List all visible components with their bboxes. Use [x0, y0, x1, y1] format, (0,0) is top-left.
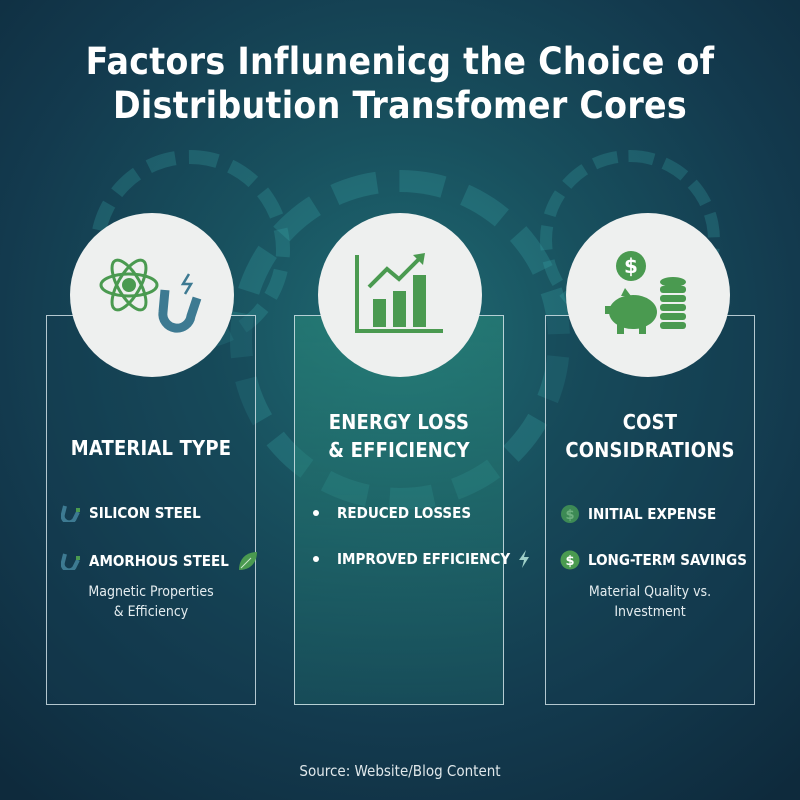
- magnet-icon: [158, 273, 202, 333]
- dollar-coin-icon: $: [616, 251, 646, 281]
- icon-circle: [318, 213, 482, 377]
- svg-text:$: $: [565, 554, 574, 569]
- icon-circle: [70, 213, 234, 377]
- list-item: SILICON STEEL: [61, 504, 201, 522]
- savings-icon: $: [605, 251, 686, 334]
- page-title: Factors Influnenicg the Choice of Distri…: [85, 40, 715, 127]
- card-heading: COST CONSIDRATIONS: [565, 410, 735, 462]
- card-heading: MATERIAL TYPE: [70, 436, 232, 460]
- dollar-coin-icon: $: [561, 505, 579, 523]
- bar-chart-growth-icon: [355, 253, 443, 333]
- lightning-icon: [519, 550, 530, 568]
- piggy-bank-icon: [605, 288, 657, 334]
- magnet-icon: [61, 553, 80, 570]
- card-cost-considerations: COST CONSIDRATIONS $ INITIAL EXPENSE $ L…: [545, 315, 755, 705]
- svg-text:$: $: [624, 254, 638, 278]
- atom-icon: [99, 258, 159, 312]
- card-material-type: MATERIAL TYPE SILICON STEEL AMORHOUS STE…: [46, 315, 259, 705]
- svg-text:$: $: [565, 508, 574, 523]
- list-item: IMPROVED EFFICIENCY: [309, 550, 530, 568]
- leaf-icon: [238, 552, 257, 570]
- icon-circle: $: [566, 213, 730, 377]
- list-item: $ LONG-TERM SAVINGS: [560, 550, 747, 570]
- card-energy-loss: ENERGY LOSS & EFFICIENCY REDUCED LOSSES …: [294, 315, 530, 705]
- list-item: AMORHOUS STEEL: [61, 550, 259, 572]
- bullet-icon: [313, 556, 319, 562]
- bullet-icon: [313, 510, 319, 516]
- coin-stack-icon: [660, 277, 686, 329]
- card-note: Material Quality vs. Investment: [588, 584, 712, 620]
- dollar-coin-icon: $: [560, 550, 580, 570]
- source-caption: Source: Website/Blog Content: [299, 762, 501, 780]
- card-heading: ENERGY LOSS & EFFICIENCY: [328, 410, 470, 462]
- list-item: REDUCED LOSSES: [309, 504, 471, 522]
- magnet-icon: [61, 505, 80, 522]
- card-note: Magnetic Properties & Efficiency: [88, 584, 214, 620]
- list-item: $ INITIAL EXPENSE: [560, 504, 716, 524]
